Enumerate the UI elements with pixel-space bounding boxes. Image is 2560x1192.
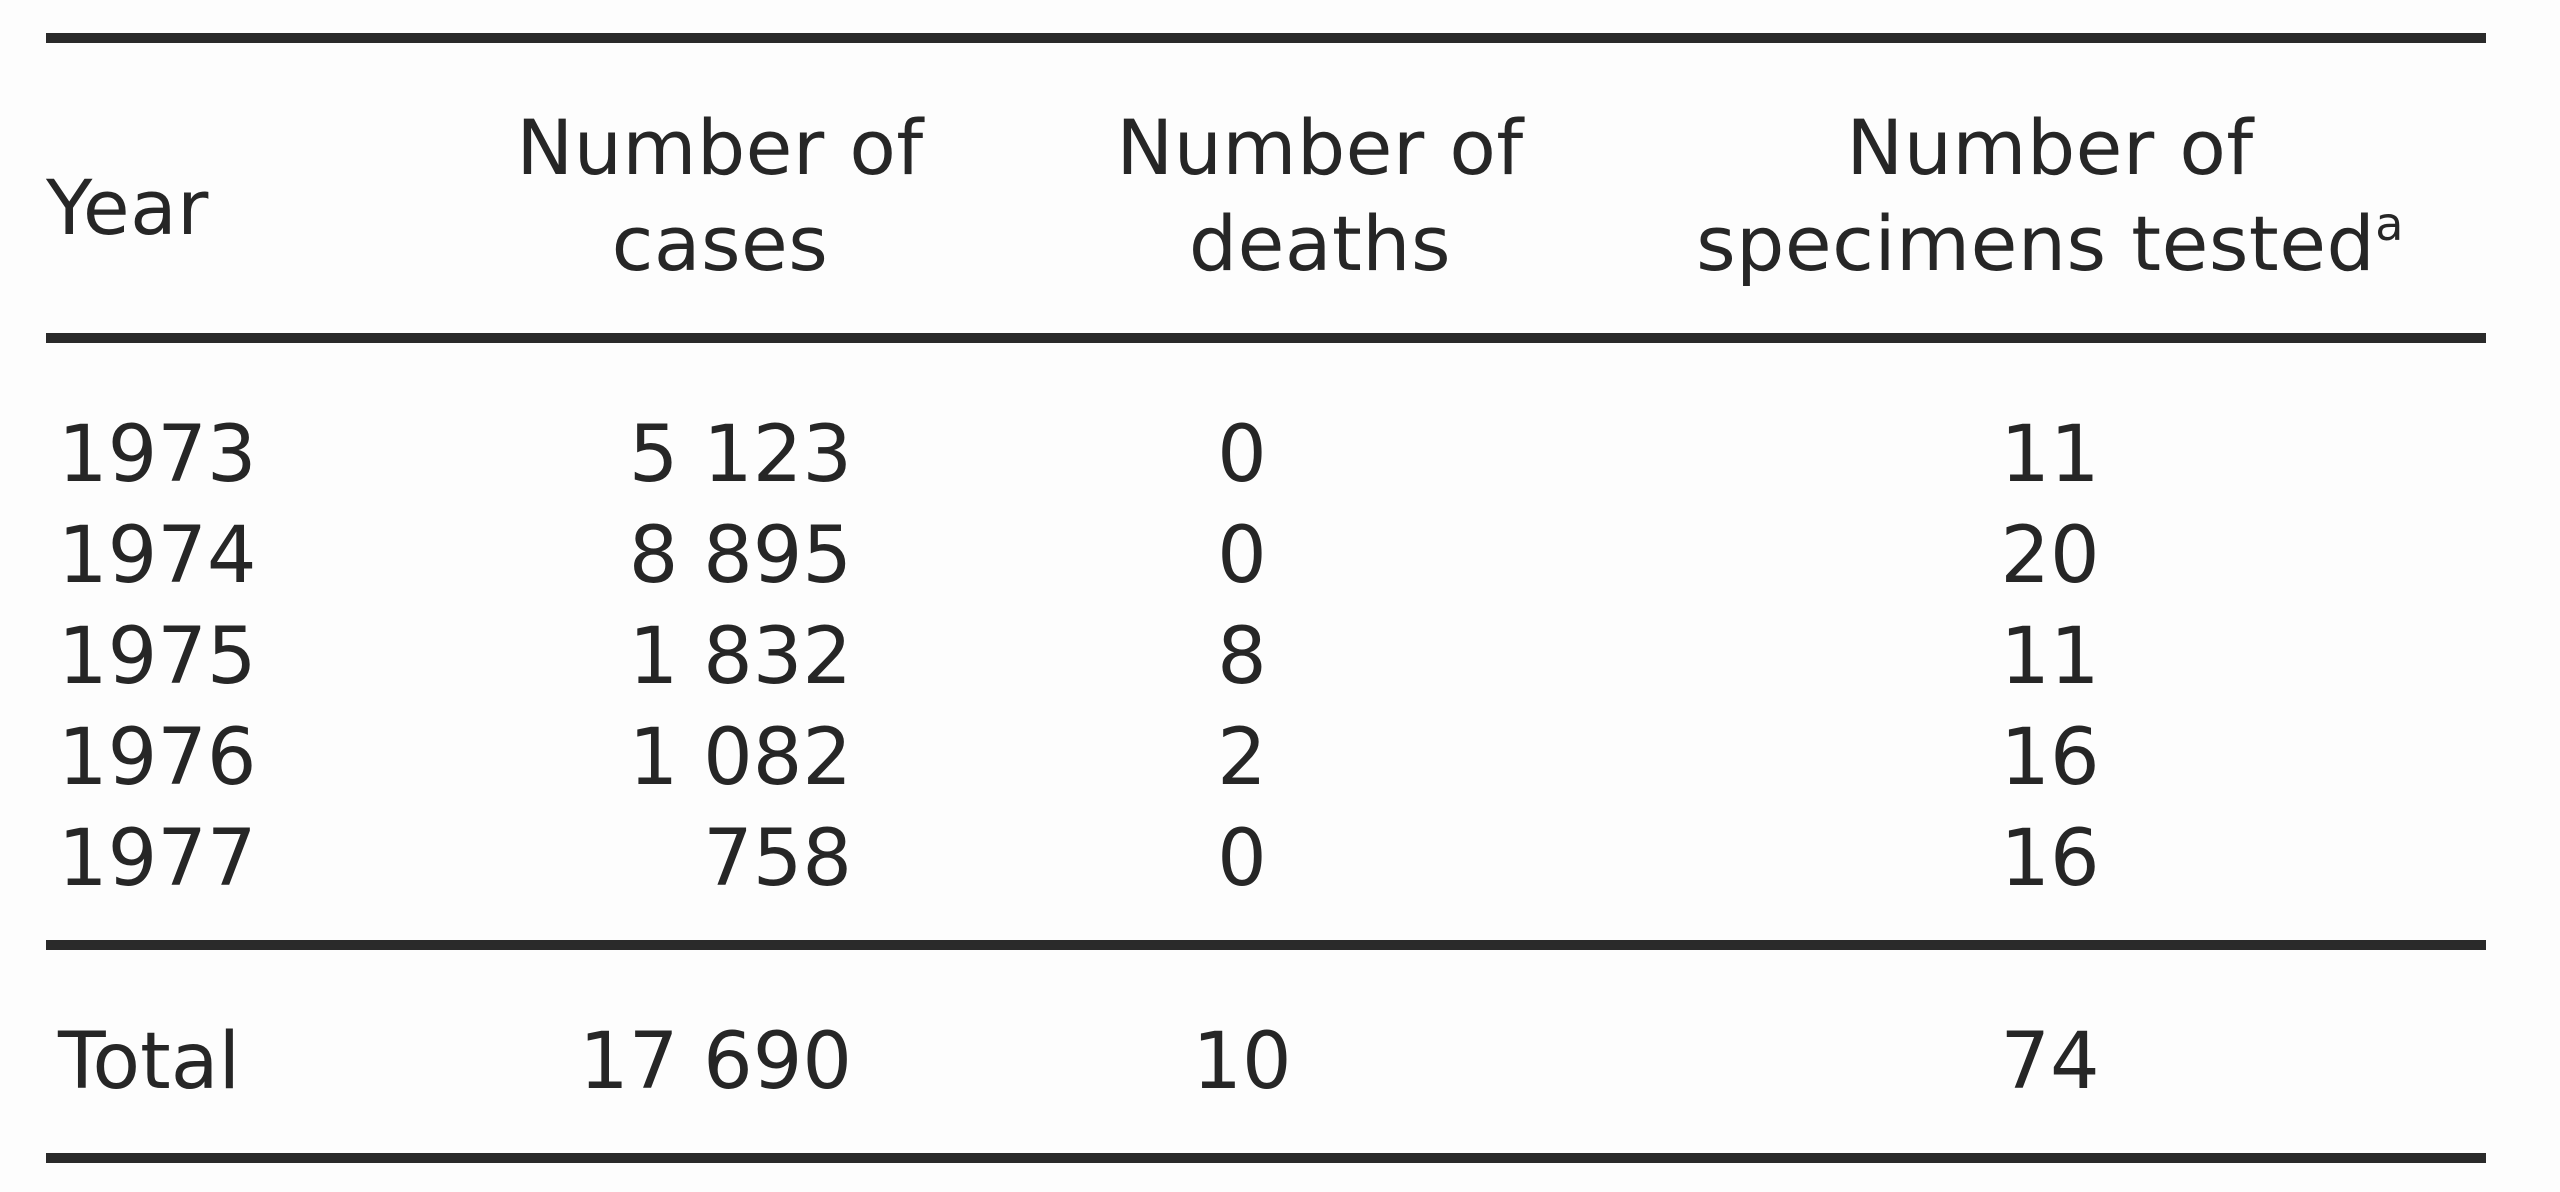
cell-deaths: 8	[1217, 612, 1267, 702]
cell-cases: 1 832	[628, 612, 852, 702]
cell-year: 1976	[58, 713, 257, 803]
total-deaths: 10	[1192, 1017, 1292, 1107]
total-cases: 17 690	[579, 1017, 852, 1107]
cell-cases: 1 082	[628, 713, 852, 803]
total-rule	[46, 940, 2486, 950]
table-row: 1976 1 082 2 16	[0, 708, 2560, 809]
cell-deaths: 2	[1217, 713, 1267, 803]
table-row: 1975 1 832 8 11	[0, 607, 2560, 708]
footnote-mark: a	[2375, 197, 2404, 251]
header-specimens-line1: Number of	[1846, 103, 2254, 192]
header-specimens-line2-wrap: specimens testeda	[1640, 196, 2460, 292]
header-deaths: Number of deaths	[1070, 100, 1570, 292]
cell-specimens: 20	[2000, 511, 2100, 601]
header-specimens: Number of specimens testeda	[1640, 100, 2460, 292]
table-row: 1974 8 895 0 20	[0, 506, 2560, 607]
header-cases: Number of cases	[470, 100, 970, 292]
header-deaths-line1: Number of	[1116, 103, 1524, 192]
header-specimens-line2: specimens tested	[1696, 199, 2376, 288]
cell-specimens: 11	[2000, 612, 2100, 702]
header-cases-line2: cases	[611, 199, 829, 288]
header-year: Year	[46, 160, 209, 256]
total-specimens: 74	[2000, 1017, 2100, 1107]
cell-specimens: 16	[2000, 713, 2100, 803]
total-row: Total 17 690 10 74	[0, 1012, 2560, 1113]
table-row: 1973 5 123 0 11	[0, 405, 2560, 506]
header-cases-line1: Number of	[516, 103, 924, 192]
cell-year: 1975	[58, 612, 257, 702]
bottom-rule	[46, 1153, 2486, 1163]
header-rule	[46, 333, 2486, 343]
table-row: 1977 758 0 16	[0, 809, 2560, 910]
header-year-label: Year	[46, 163, 209, 252]
table-body: 1973 5 123 0 11 1974 8 895 0 20 1975 1 8…	[0, 405, 2560, 910]
top-rule	[46, 33, 2486, 43]
header-deaths-line2: deaths	[1188, 199, 1452, 288]
cell-cases: 5 123	[628, 410, 852, 500]
cell-deaths: 0	[1217, 814, 1267, 904]
cell-cases: 758	[703, 814, 852, 904]
cell-year: 1977	[58, 814, 257, 904]
cell-deaths: 0	[1217, 410, 1267, 500]
total-label: Total	[58, 1017, 241, 1107]
cell-specimens: 16	[2000, 814, 2100, 904]
cell-year: 1974	[58, 511, 257, 601]
cell-specimens: 11	[2000, 410, 2100, 500]
cell-year: 1973	[58, 410, 257, 500]
cell-cases: 8 895	[628, 511, 852, 601]
cell-deaths: 0	[1217, 511, 1267, 601]
